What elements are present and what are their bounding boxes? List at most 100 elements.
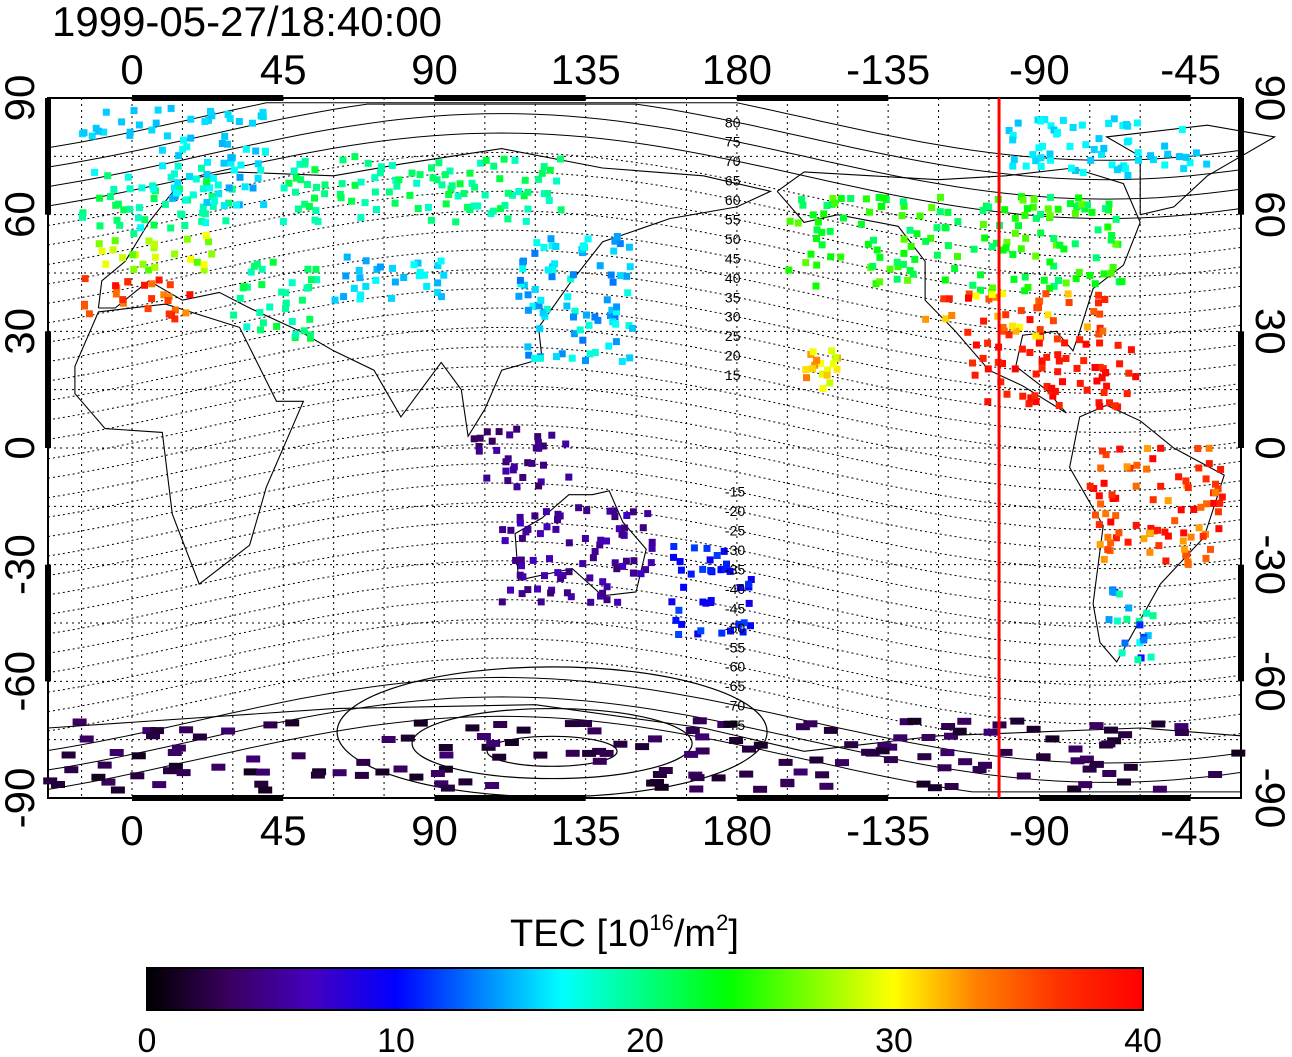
tec-point xyxy=(460,190,468,197)
tec-point xyxy=(182,309,190,317)
tec-point xyxy=(507,526,515,534)
tec-point xyxy=(1031,392,1039,400)
mlat-south-label: -40 xyxy=(725,581,745,597)
frame-bar-right xyxy=(1238,98,1244,215)
mlat-south-label: -35 xyxy=(725,562,745,578)
tec-point xyxy=(1107,269,1115,277)
tec-point xyxy=(150,185,158,193)
tec-point xyxy=(1032,370,1040,378)
tec-point xyxy=(547,235,555,243)
tec-point xyxy=(1001,206,1009,214)
tec-point xyxy=(1100,555,1108,563)
tec-point xyxy=(137,224,145,232)
tec-point xyxy=(677,566,685,574)
tec-point xyxy=(985,295,993,303)
tec-point xyxy=(434,780,449,788)
tec-point xyxy=(1174,723,1189,731)
tec-point xyxy=(1146,548,1154,556)
tec-point xyxy=(999,360,1006,367)
tec-point xyxy=(81,302,88,310)
tec-point xyxy=(254,160,262,168)
tec-point xyxy=(290,167,298,175)
frame-bar-top xyxy=(736,95,889,101)
tec-point xyxy=(611,513,619,521)
tec-point xyxy=(202,232,210,239)
tec-point xyxy=(501,201,509,209)
tec-point xyxy=(1118,731,1133,739)
tec-point xyxy=(339,156,347,164)
tec-point xyxy=(893,734,908,742)
tec-point xyxy=(1095,330,1103,338)
tec-point xyxy=(300,327,308,335)
tec-point xyxy=(524,188,532,196)
tec-point xyxy=(623,512,631,519)
tec-point xyxy=(102,108,110,116)
tec-point xyxy=(504,477,512,485)
tec-point xyxy=(1101,369,1109,377)
mlat-north-label: 50 xyxy=(725,231,741,247)
tec-point xyxy=(695,733,710,741)
tec-point xyxy=(1215,525,1223,533)
tec-point xyxy=(389,264,396,272)
tec-point xyxy=(1150,527,1158,535)
tec-point xyxy=(1043,353,1051,361)
tec-point xyxy=(510,463,518,471)
tec-point xyxy=(413,179,421,187)
tec-point xyxy=(1103,382,1111,390)
tec-point xyxy=(972,292,980,300)
tec-point xyxy=(922,237,930,245)
tec-point xyxy=(1161,161,1169,169)
tec-point xyxy=(141,281,148,289)
tec-point xyxy=(1000,327,1008,335)
tec-point xyxy=(563,589,571,597)
tec-point xyxy=(230,166,238,174)
tec-point xyxy=(1017,307,1025,315)
tec-point xyxy=(408,169,416,177)
tec-point xyxy=(1149,455,1157,463)
tec-point xyxy=(227,154,235,162)
mlat-south-label: -45 xyxy=(725,600,745,616)
tec-point xyxy=(1132,373,1140,381)
tec-point xyxy=(504,215,512,223)
tec-point xyxy=(203,178,211,186)
tec-point xyxy=(1092,254,1100,262)
tec-point xyxy=(1096,541,1104,549)
tec-point xyxy=(833,365,841,373)
tec-point xyxy=(630,557,638,565)
tec-point xyxy=(1099,447,1106,455)
tec-point xyxy=(246,755,261,763)
tec-point xyxy=(1015,222,1022,230)
tec-point xyxy=(112,290,120,298)
tec-point xyxy=(629,508,637,516)
tec-point xyxy=(224,140,231,148)
tec-point xyxy=(1202,475,1210,483)
tec-point xyxy=(1025,400,1033,408)
tec-point xyxy=(1162,557,1170,565)
mlat-north-label: 70 xyxy=(725,153,741,169)
tec-point xyxy=(603,583,611,591)
tec-point xyxy=(1051,387,1059,395)
tec-point xyxy=(678,620,686,628)
tec-point xyxy=(1055,402,1063,409)
tec-point xyxy=(803,720,818,728)
tec-point xyxy=(1084,201,1091,209)
tec-point xyxy=(1157,444,1165,452)
tec-point xyxy=(375,768,390,776)
tec-point xyxy=(531,512,539,520)
tec-point xyxy=(181,222,189,229)
tec-point xyxy=(548,242,556,250)
tec-point xyxy=(957,717,972,725)
tec-point xyxy=(809,348,817,356)
tec-point xyxy=(393,765,408,773)
tec-point xyxy=(611,313,619,321)
tec-point xyxy=(427,216,435,224)
tec-point xyxy=(648,538,656,546)
tec-point xyxy=(557,155,564,163)
tec-point xyxy=(410,261,418,269)
tec-point xyxy=(395,176,403,184)
tec-point xyxy=(1123,390,1131,398)
colorbar-title-exponent: 16 xyxy=(649,910,673,935)
tec-point xyxy=(1146,529,1154,537)
tec-point xyxy=(1003,238,1011,246)
tec-point xyxy=(525,351,533,359)
